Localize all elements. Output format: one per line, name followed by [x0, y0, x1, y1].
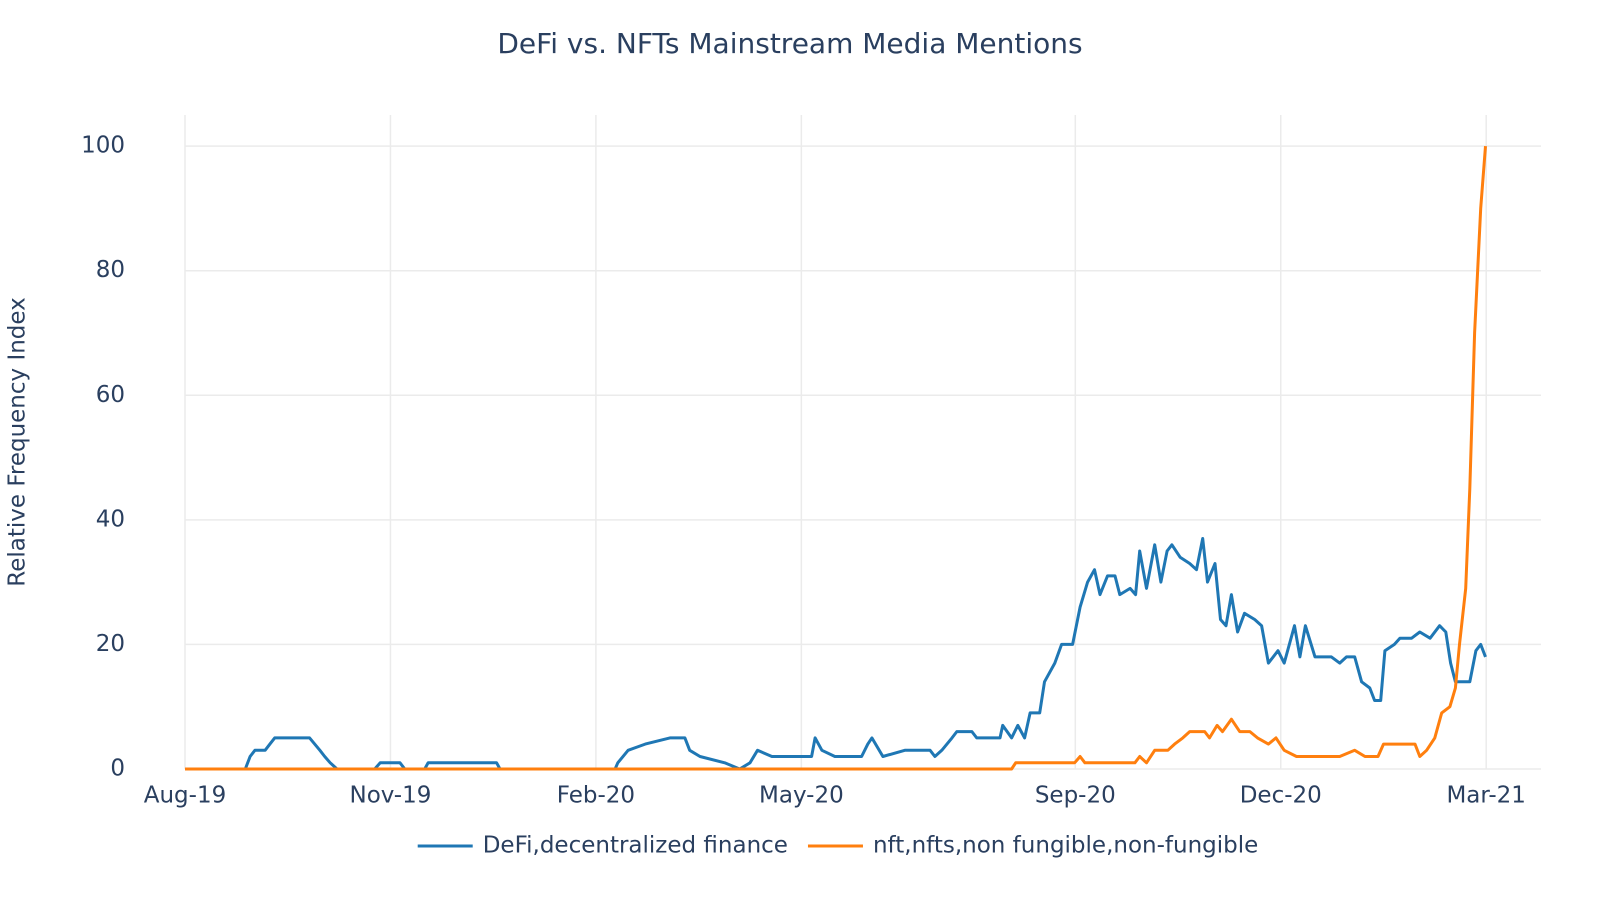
x-tick-label: Aug-19 — [144, 783, 226, 809]
legend-label: DeFi,decentralized finance — [483, 833, 788, 859]
chart-title: DeFi vs. NFTs Mainstream Media Mentions — [497, 27, 1082, 60]
y-axis-title: Relative Frequency Index — [5, 297, 31, 587]
legend-label: nft,nfts,non fungible,non-fungible — [873, 833, 1258, 859]
y-tick-label: 40 — [96, 506, 125, 532]
y-tick-label: 60 — [96, 382, 125, 408]
x-tick-label: Mar-21 — [1446, 783, 1526, 809]
y-tick-label: 20 — [96, 631, 125, 657]
x-tick-label: Nov-19 — [350, 783, 432, 809]
x-tick-label: Dec-20 — [1240, 783, 1322, 809]
y-tick-label: 100 — [81, 133, 125, 159]
y-tick-label: 80 — [96, 257, 125, 283]
x-tick-label: Sep-20 — [1035, 783, 1116, 809]
y-tick-label: 0 — [110, 756, 125, 782]
data-line — [185, 537, 1487, 771]
x-tick-label: May-20 — [759, 783, 844, 809]
data-line — [185, 145, 1487, 771]
x-tick-label: Feb-20 — [557, 783, 635, 809]
